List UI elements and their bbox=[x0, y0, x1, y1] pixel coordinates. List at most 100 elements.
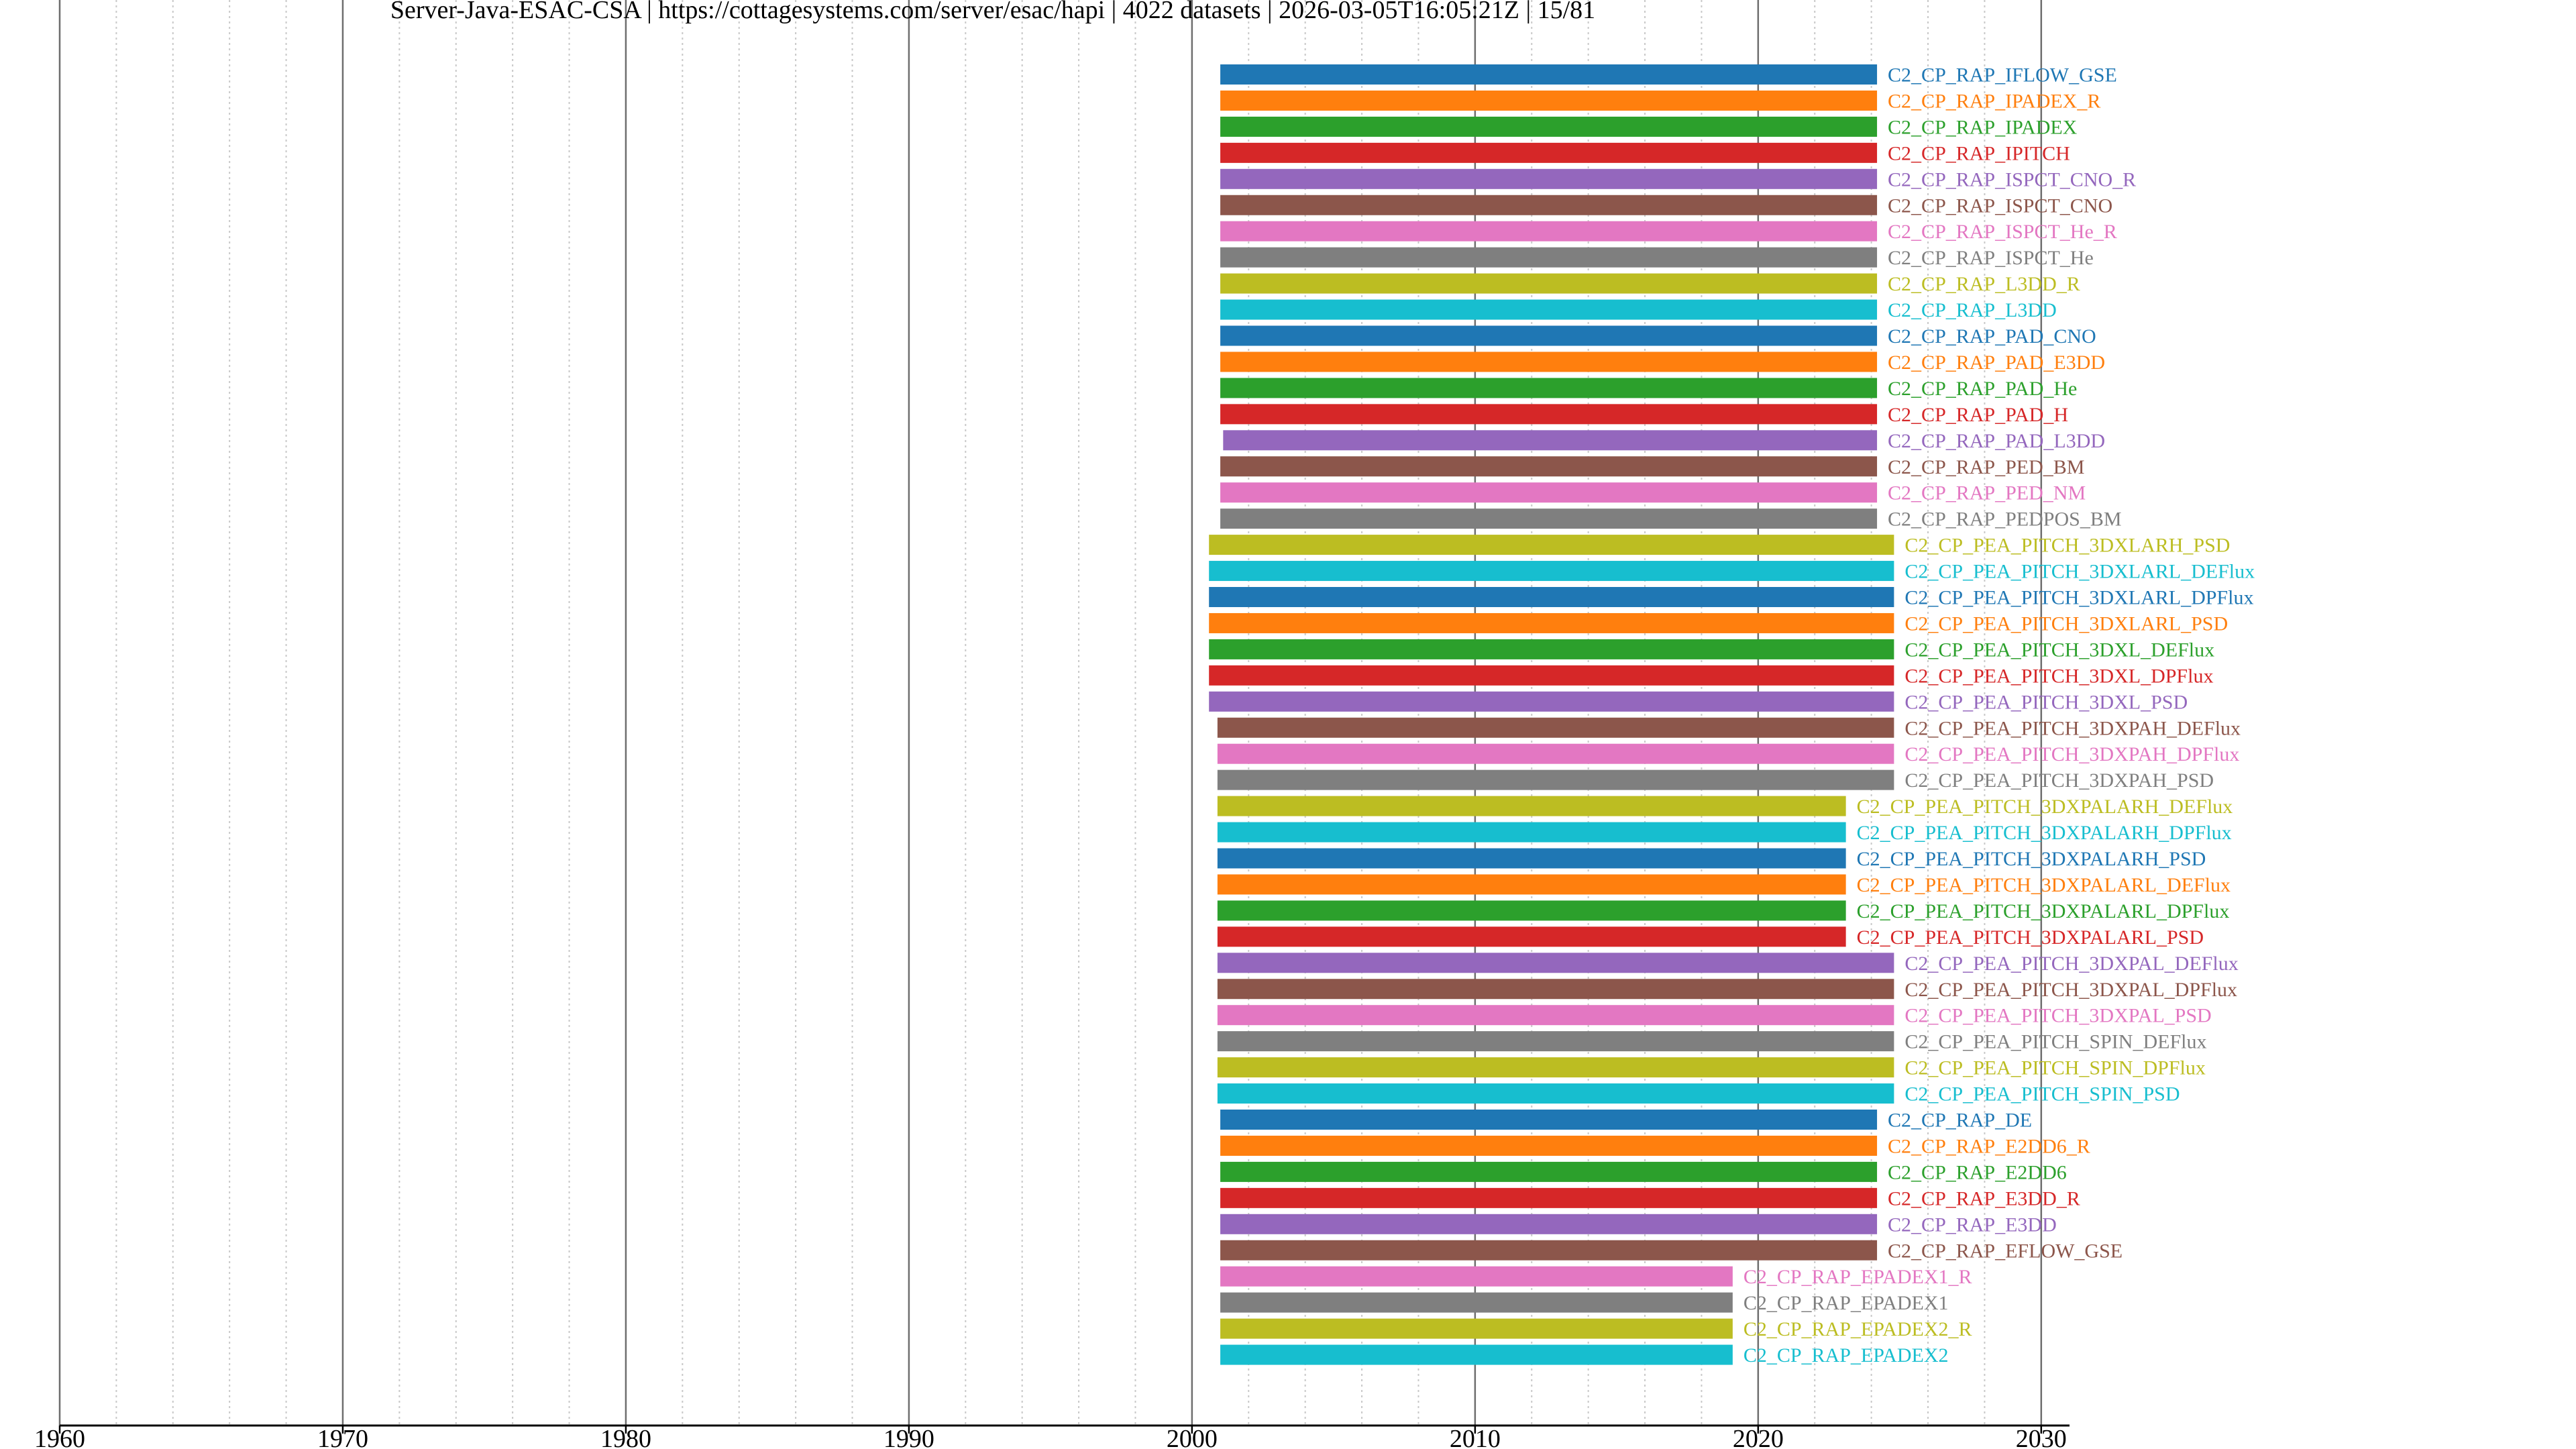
bar-label: C2_CP_RAP_EPADEX1_R bbox=[1743, 1266, 1972, 1288]
bar-label: C2_CP_PEA_PITCH_3DXL_PSD bbox=[1904, 691, 2188, 713]
bar-label: C2_CP_PEA_PITCH_3DXPALARH_PSD bbox=[1857, 848, 2206, 870]
x-tick-label: 1970 bbox=[317, 1425, 368, 1449]
bar-label: C2_CP_PEA_PITCH_3DXPAL_PSD bbox=[1904, 1005, 2211, 1027]
x-tick-label: 1960 bbox=[34, 1425, 85, 1449]
timeline-bar[interactable] bbox=[1217, 848, 1846, 869]
timeline-bar[interactable] bbox=[1220, 116, 1878, 137]
bar-label: C2_CP_RAP_IPITCH bbox=[1888, 142, 2070, 164]
x-tick-label: 2030 bbox=[2016, 1425, 2067, 1449]
timeline-bar[interactable] bbox=[1220, 325, 1878, 346]
bar-label: C2_CP_RAP_L3DD_R bbox=[1888, 273, 2080, 295]
bar-label: C2_CP_RAP_EPADEX1 bbox=[1743, 1292, 1949, 1314]
bar-label: C2_CP_RAP_EPADEX2 bbox=[1743, 1344, 1949, 1366]
bar-label: C2_CP_PEA_PITCH_SPIN_PSD bbox=[1904, 1083, 2180, 1106]
bar-label: C2_CP_PEA_PITCH_SPIN_DEFlux bbox=[1904, 1031, 2206, 1053]
timeline-bar[interactable] bbox=[1220, 456, 1878, 477]
timeline-bar[interactable] bbox=[1220, 1240, 1878, 1260]
timeline-bar[interactable] bbox=[1220, 378, 1878, 398]
x-axis: 1960 1970 1980 1990 2000 2010 2020 2030 bbox=[34, 1424, 2070, 1449]
timeline-bar[interactable] bbox=[1220, 1318, 1733, 1339]
timeline-bar[interactable] bbox=[1220, 1135, 1878, 1156]
timeline-bar[interactable] bbox=[1217, 874, 1846, 895]
bar-label: C2_CP_PEA_PITCH_3DXPALARL_DEFlux bbox=[1857, 874, 2231, 896]
timeline-bar[interactable] bbox=[1217, 1031, 1894, 1052]
bar-label: C2_CP_RAP_PED_BM bbox=[1888, 456, 2084, 478]
x-tick-label: 2010 bbox=[1450, 1425, 1501, 1449]
timeline-bar[interactable] bbox=[1220, 247, 1878, 268]
bar-label: C2_CP_RAP_ISPCT_He bbox=[1888, 247, 2094, 269]
timeline-bar[interactable] bbox=[1209, 561, 1894, 582]
bar-label: C2_CP_RAP_IPADEX_R bbox=[1888, 90, 2100, 112]
timeline-bar[interactable] bbox=[1217, 743, 1894, 764]
timeline-bar[interactable] bbox=[1217, 1083, 1894, 1104]
timeline-bar[interactable] bbox=[1209, 691, 1894, 712]
bar-label: C2_CP_PEA_PITCH_3DXL_DPFlux bbox=[1904, 665, 2213, 687]
timeline-bar[interactable] bbox=[1220, 299, 1878, 320]
bars-layer: C2_CP_RAP_IFLOW_GSE C2_CP_RAP_IPADEX_R C2_… bbox=[1209, 64, 2255, 1366]
bar-label: C2_CP_RAP_L3DD bbox=[1888, 299, 2057, 321]
timeline-bar[interactable] bbox=[1220, 221, 1878, 241]
timeline-bar[interactable] bbox=[1220, 273, 1878, 294]
timeline-bar[interactable] bbox=[1220, 1266, 1733, 1287]
timeline-bar[interactable] bbox=[1220, 195, 1878, 215]
timeline-bar[interactable] bbox=[1220, 404, 1878, 425]
x-tick-label: 1980 bbox=[600, 1425, 651, 1449]
timeline-bar[interactable] bbox=[1217, 796, 1846, 816]
timeline-bar[interactable] bbox=[1217, 717, 1894, 738]
bar-label: C2_CP_RAP_E2DD6 bbox=[1888, 1161, 2067, 1183]
timeline-bar[interactable] bbox=[1217, 822, 1846, 843]
timeline-bar[interactable] bbox=[1220, 64, 1878, 85]
bar-label: C2_CP_RAP_E3DD_R bbox=[1888, 1187, 2080, 1210]
timeline-bar[interactable] bbox=[1220, 482, 1878, 503]
bar-label: C2_CP_RAP_DE bbox=[1888, 1110, 2032, 1132]
bar-label: C2_CP_RAP_IFLOW_GSE bbox=[1888, 64, 2117, 87]
timeline-bar[interactable] bbox=[1209, 639, 1894, 659]
timeline-bar[interactable] bbox=[1217, 979, 1894, 1000]
timeline-bar[interactable] bbox=[1220, 1161, 1878, 1182]
timeline-bar[interactable] bbox=[1220, 142, 1878, 163]
bar-label: C2_CP_RAP_EFLOW_GSE bbox=[1888, 1240, 2123, 1262]
timeline-bar[interactable] bbox=[1209, 612, 1894, 633]
bar-label: C2_CP_PEA_PITCH_3DXPAH_DEFlux bbox=[1904, 717, 2241, 739]
bar-label: C2_CP_PEA_PITCH_3DXPALARH_DEFlux bbox=[1857, 796, 2233, 818]
bar-label: C2_CP_PEA_PITCH_3DXPAL_DPFlux bbox=[1904, 979, 2237, 1001]
timeline-bar[interactable] bbox=[1220, 168, 1878, 189]
timeline-bar[interactable] bbox=[1220, 508, 1878, 529]
timeline-bar[interactable] bbox=[1209, 587, 1894, 607]
timeline-bar[interactable] bbox=[1220, 1187, 1878, 1208]
bar-label: C2_CP_RAP_PAD_He bbox=[1888, 378, 2077, 400]
timeline-bar[interactable] bbox=[1217, 953, 1894, 973]
timeline-bar[interactable] bbox=[1220, 90, 1878, 111]
bar-label: C2_CP_PEA_PITCH_SPIN_DPFlux bbox=[1904, 1057, 2205, 1079]
timeline-bar[interactable] bbox=[1217, 900, 1846, 921]
timeline-bar[interactable] bbox=[1217, 1005, 1894, 1026]
bar-label: C2_CP_RAP_E2DD6_R bbox=[1888, 1135, 2090, 1157]
timeline-bar[interactable] bbox=[1217, 1057, 1894, 1078]
bar-label: C2_CP_PEA_PITCH_3DXLARL_DPFlux bbox=[1904, 587, 2253, 609]
timeline-bar[interactable] bbox=[1209, 535, 1894, 555]
x-tick-label: 2020 bbox=[1733, 1425, 1784, 1449]
bar-label: C2_CP_PEA_PITCH_3DXPAH_DPFlux bbox=[1904, 743, 2239, 765]
bar-label: C2_CP_PEA_PITCH_3DXPAH_PSD bbox=[1904, 769, 2214, 792]
x-tick-label: 1990 bbox=[883, 1425, 934, 1449]
timeline-bar[interactable] bbox=[1220, 352, 1878, 372]
bar-label: C2_CP_RAP_ISPCT_CNO bbox=[1888, 195, 2112, 217]
timeline-bar[interactable] bbox=[1217, 926, 1846, 947]
bar-label: C2_CP_PEA_PITCH_3DXLARH_PSD bbox=[1904, 535, 2230, 557]
bar-label: C2_CP_RAP_PAD_E3DD bbox=[1888, 352, 2105, 374]
timeline-bar[interactable] bbox=[1220, 1292, 1733, 1313]
timeline-bar[interactable] bbox=[1220, 1214, 1878, 1234]
bar-label: C2_CP_RAP_IPADEX bbox=[1888, 116, 2078, 138]
timeline-bar[interactable] bbox=[1217, 769, 1894, 790]
bar-label: C2_CP_PEA_PITCH_3DXPALARL_PSD bbox=[1857, 926, 2204, 949]
bar-label: C2_CP_PEA_PITCH_3DXPALARL_DPFlux bbox=[1857, 900, 2230, 922]
bar-label: C2_CP_PEA_PITCH_3DXPAL_DEFlux bbox=[1904, 953, 2238, 975]
timeline-bar[interactable] bbox=[1220, 1344, 1733, 1365]
bar-label: C2_CP_PEA_PITCH_3DXPALARH_DPFlux bbox=[1857, 822, 2232, 844]
timeline-bar[interactable] bbox=[1209, 665, 1894, 686]
bar-label: C2_CP_RAP_PAD_L3DD bbox=[1888, 430, 2105, 452]
timeline-bar[interactable] bbox=[1220, 1110, 1878, 1130]
timeline-bar[interactable] bbox=[1223, 430, 1878, 451]
